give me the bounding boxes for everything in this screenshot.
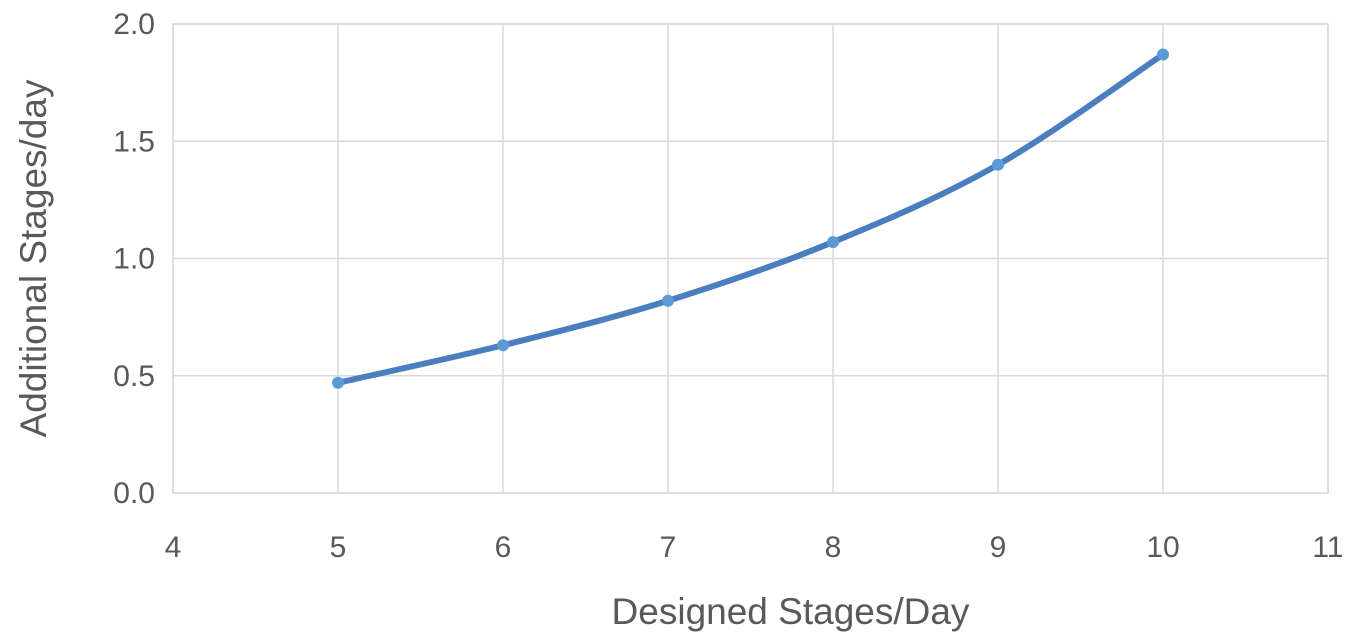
data-point [1157,48,1169,61]
data-point [992,158,1004,171]
x-tick-label: 5 [330,531,347,564]
series-group [332,48,1169,389]
data-point [827,236,839,249]
x-tick-label: 10 [1146,531,1179,564]
y-tick-label: 1.0 [113,243,155,276]
data-point [662,294,674,307]
y-axis-title: Additional Stages/day [13,79,54,437]
x-tick-label: 4 [165,531,182,564]
y-tick-label: 2.0 [113,8,155,41]
y-axis-ticks: 0.0 0.5 1.0 1.5 2.0 [113,8,155,510]
x-tick-label: 6 [495,531,512,564]
x-tick-label: 8 [825,531,842,564]
gridlines [172,23,1329,494]
x-tick-label: 11 [1312,531,1343,564]
y-tick-label: 0.0 [113,477,155,510]
x-tick-label: 7 [660,531,677,564]
y-tick-label: 1.5 [113,125,155,158]
x-tick-label: 9 [990,531,1007,564]
series-line [335,51,1166,386]
x-axis-ticks: 4 5 6 7 8 9 10 11 [165,531,1344,564]
data-point [332,376,344,389]
plot-area-border [172,23,1329,494]
data-point [497,339,509,352]
x-axis-title: Designed Stages/Day [612,591,970,632]
y-tick-label: 0.5 [113,360,155,393]
